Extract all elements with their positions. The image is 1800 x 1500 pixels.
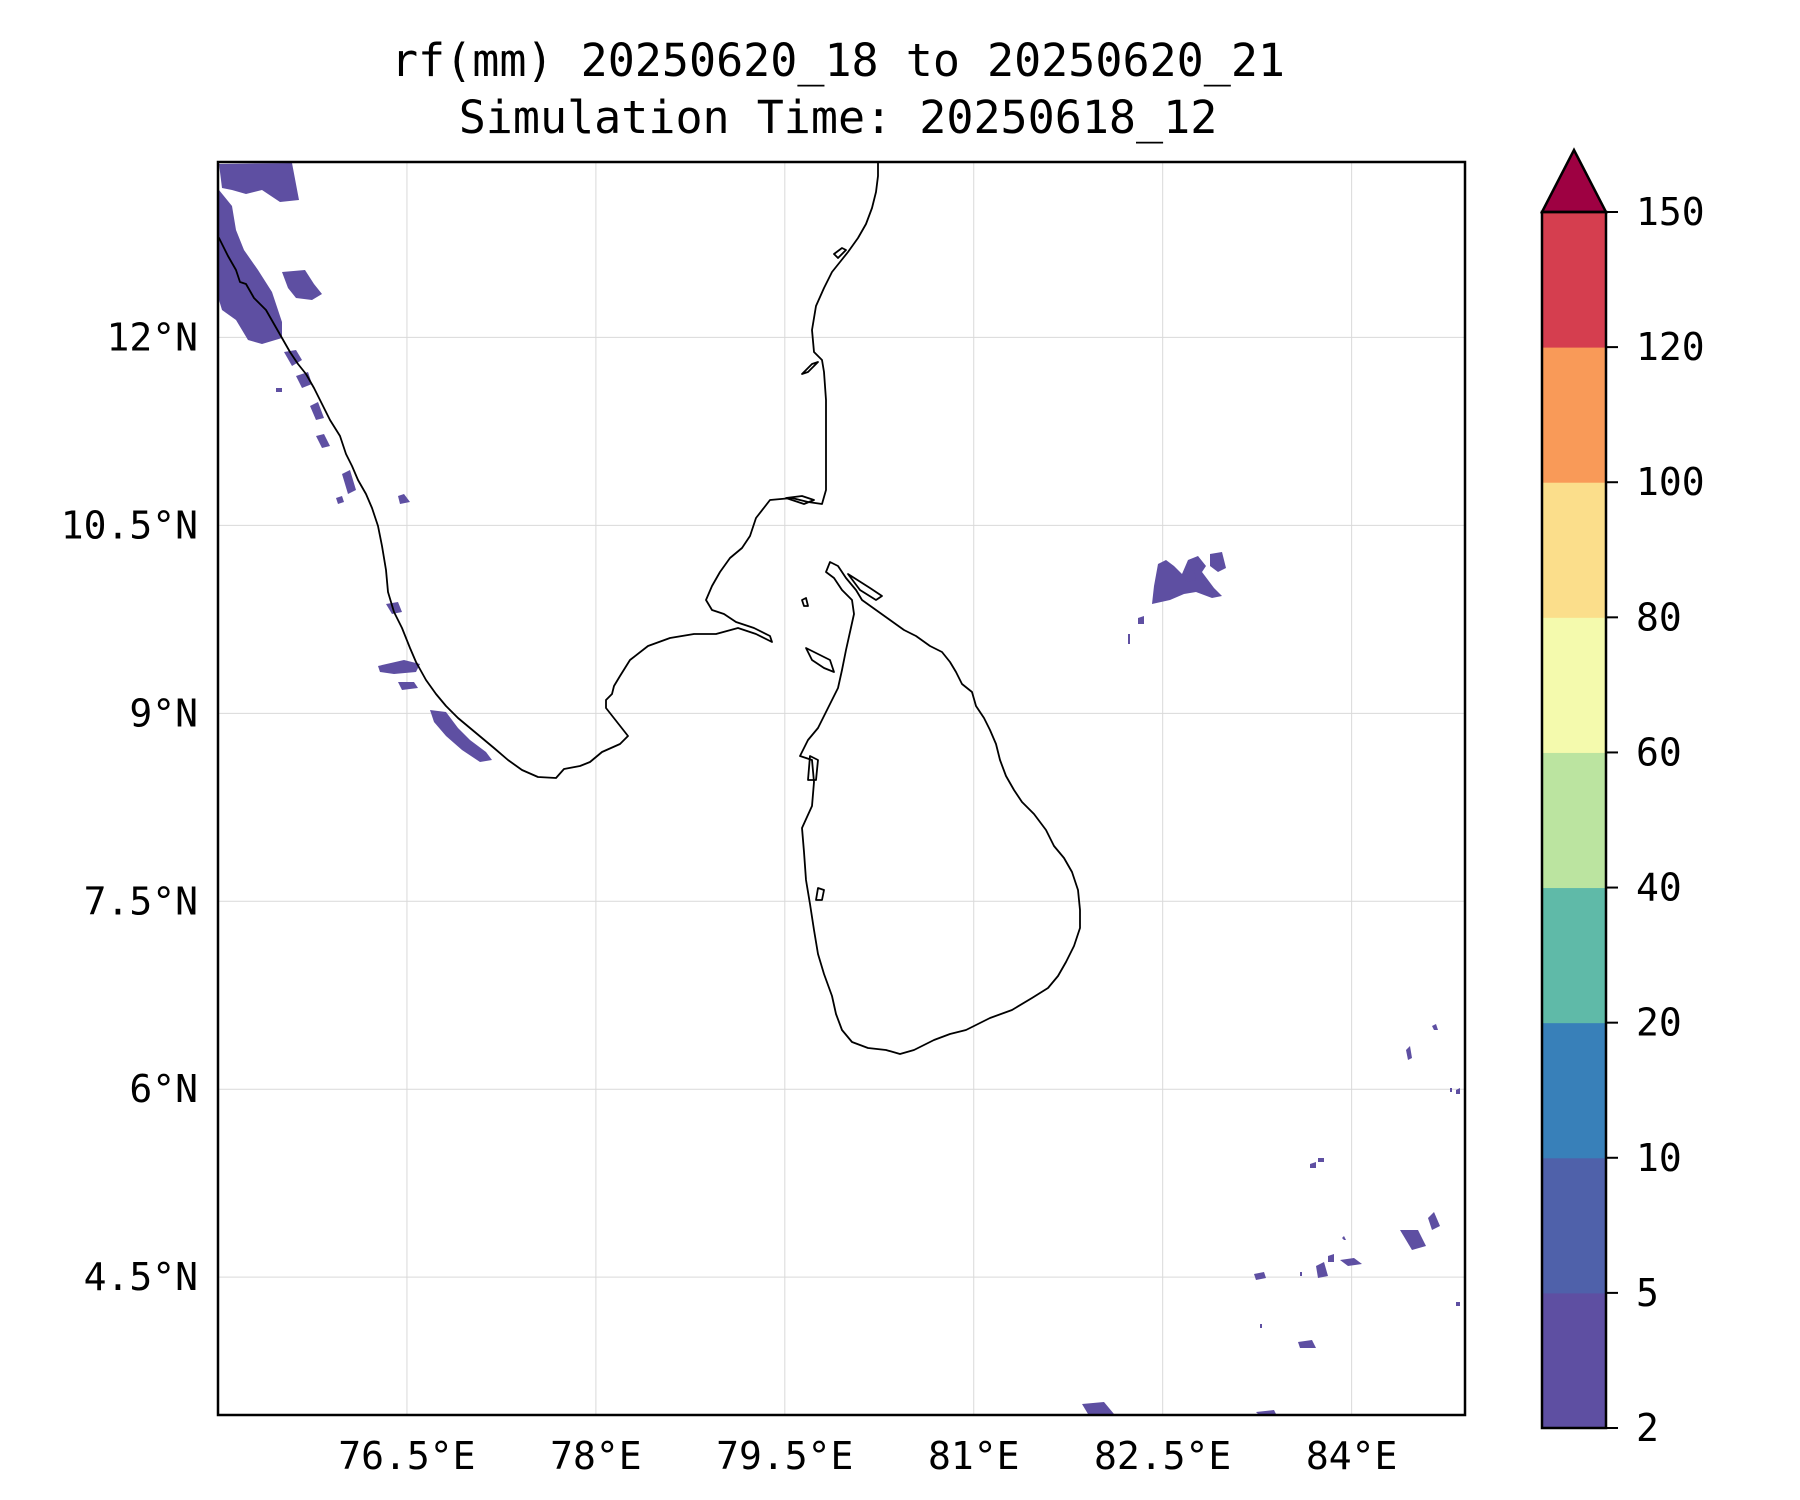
- colorbar-outline: [1540, 210, 1608, 1430]
- colorbar-tick-label: 150: [1636, 190, 1705, 234]
- rainfall-patch: [386, 602, 402, 614]
- coastlines: [218, 162, 1081, 1055]
- lat-tick-label: 12°N: [106, 315, 198, 359]
- india-coastline-detail: [785, 495, 815, 505]
- rainfall-patch: [276, 388, 282, 392]
- rainfall-patch: [1340, 1258, 1362, 1266]
- map-frame: [216, 160, 1467, 1417]
- colorbar-tick-label: 20: [1636, 1001, 1682, 1045]
- rainfall-patch: [1298, 1340, 1316, 1348]
- lat-tick-label: 6°N: [129, 1067, 198, 1111]
- sri-lanka-coastline: [799, 561, 1081, 1055]
- rainfall-patch: [1328, 1254, 1334, 1262]
- colorbar-tick-label: 100: [1636, 460, 1705, 504]
- rainfall-patch: [282, 270, 322, 300]
- rainfall-patch: [1456, 1088, 1460, 1094]
- rainfall-patch: [1260, 1324, 1262, 1328]
- longitude-ticks: 76.5°E 78°E 79.5°E 81°E 82.5°E 84°E: [338, 1434, 1397, 1478]
- rainfall-patch: [1300, 1272, 1302, 1276]
- colorbar: 2 5 10 20 40 60 80 100 120 150: [1539, 147, 1705, 1450]
- colorbar-extend-triangle: [1539, 147, 1609, 214]
- lon-tick-label: 81°E: [928, 1434, 1020, 1478]
- rainfall-patch: [1456, 1302, 1460, 1306]
- colorbar-tick-label: 10: [1636, 1136, 1682, 1180]
- rainfall-patch: [1432, 1024, 1438, 1030]
- rainfall-patch: [398, 494, 410, 504]
- rainfall-patch: [1128, 634, 1130, 644]
- rainfall-patch: [1210, 552, 1226, 572]
- rainfall-patches: [219, 163, 1460, 1414]
- sri-lanka-coastline-detail: [807, 755, 819, 781]
- rainfall-patch: [1318, 1158, 1324, 1162]
- map-subtitle: Simulation Time: 20250618_12: [459, 91, 1218, 144]
- sri-lanka-coastline-detail: [847, 573, 883, 601]
- map-title: rf(mm) 20250620_18 to 20250620_21: [391, 34, 1285, 87]
- india-coastline: [218, 162, 879, 779]
- sri-lanka-coastline-detail: [815, 887, 825, 901]
- colorbar-segment: [1542, 887, 1606, 1024]
- rainfall-patch: [398, 682, 418, 690]
- colorbar-segment: [1542, 212, 1606, 348]
- rainfall-patch: [316, 434, 330, 448]
- colorbar-tick-label: 40: [1636, 866, 1682, 910]
- rainfall-patch: [1400, 1230, 1426, 1250]
- map-gridlines: [218, 162, 1465, 1415]
- sri-lanka-coastline-detail: [801, 597, 809, 607]
- rainfall-patch: [1406, 1046, 1412, 1060]
- lon-tick-label: 78°E: [550, 1434, 642, 1478]
- rainfall-patch: [1310, 1162, 1316, 1168]
- rainfall-patch: [1342, 1236, 1346, 1240]
- lat-tick-label: 9°N: [129, 691, 198, 735]
- lon-tick-label: 82.5°E: [1094, 1434, 1231, 1478]
- lon-tick-label: 76.5°E: [338, 1434, 475, 1478]
- rainfall-patch: [1428, 1212, 1440, 1230]
- colorbar-segment: [1542, 752, 1606, 889]
- india-coastline-detail: [833, 247, 847, 259]
- lat-tick-label: 4.5°N: [84, 1255, 198, 1299]
- latitude-ticks: 12°N 10.5°N 9°N 7.5°N 6°N 4.5°N: [61, 315, 198, 1299]
- lat-tick-label: 10.5°N: [61, 503, 198, 547]
- colorbar-segment: [1542, 1292, 1606, 1429]
- colorbar-segment: [1542, 617, 1606, 753]
- rainfall-patch: [1082, 1402, 1114, 1414]
- india-coastline-detail: [801, 361, 819, 375]
- rainfall-patch: [336, 496, 344, 504]
- colorbar-tick-label: 120: [1636, 325, 1705, 369]
- sri-lanka-coastline-detail: [805, 647, 835, 673]
- rainfall-patch: [1254, 1272, 1266, 1280]
- rainfall-patch: [342, 470, 356, 494]
- rainfall-patch: [219, 163, 299, 202]
- rainfall-patch: [378, 660, 420, 674]
- lon-tick-label: 84°E: [1306, 1434, 1398, 1478]
- rainfall-patch: [430, 710, 492, 762]
- colorbar-tick-label: 60: [1636, 730, 1682, 774]
- rainfall-patch: [1138, 616, 1144, 624]
- rainfall-patch: [310, 402, 324, 420]
- rainfall-patch: [219, 190, 282, 344]
- colorbar-tick-label: 2: [1636, 1406, 1659, 1450]
- rainfall-patch: [1450, 1088, 1452, 1092]
- colorbar-segment: [1542, 1022, 1606, 1159]
- lon-tick-label: 79.5°E: [716, 1434, 853, 1478]
- rainfall-patch: [1316, 1262, 1328, 1278]
- rainfall-patch: [1256, 1410, 1276, 1414]
- colorbar-segment: [1542, 482, 1606, 618]
- rainfall-patch: [1184, 570, 1196, 582]
- lat-tick-label: 7.5°N: [84, 879, 198, 923]
- colorbar-tick-label: 5: [1636, 1271, 1659, 1315]
- colorbar-tick-label: 80: [1636, 595, 1682, 639]
- colorbar-segment: [1542, 1157, 1606, 1294]
- colorbar-segment: [1542, 347, 1606, 483]
